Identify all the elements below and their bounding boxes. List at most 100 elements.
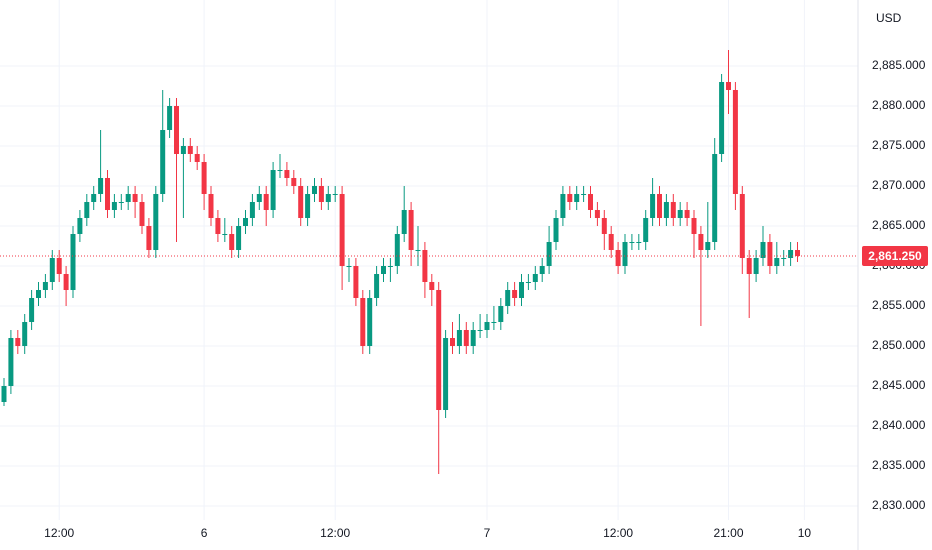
candle-body bbox=[705, 242, 711, 250]
x-tick-label: 7 bbox=[484, 526, 491, 540]
candle-body bbox=[312, 186, 317, 194]
candle-body bbox=[353, 266, 359, 298]
candle-body bbox=[415, 250, 421, 251]
currency-label: USD bbox=[876, 11, 902, 25]
candle-body bbox=[29, 298, 35, 322]
candle-body bbox=[657, 194, 662, 218]
y-tick-label: 2,870.000 bbox=[872, 178, 926, 192]
x-tick-label: 10 bbox=[798, 526, 812, 540]
candle-body bbox=[98, 178, 104, 194]
candle-body bbox=[387, 266, 393, 267]
candle-body bbox=[277, 170, 283, 171]
candle-body bbox=[291, 178, 297, 186]
candle-body bbox=[512, 290, 518, 298]
candle-body bbox=[553, 218, 559, 242]
x-tick-label: 12:00 bbox=[320, 526, 350, 540]
candle-body bbox=[284, 170, 290, 178]
candle-body bbox=[712, 154, 718, 242]
candle-body bbox=[574, 194, 580, 202]
candle-body bbox=[180, 146, 186, 154]
candle-body bbox=[160, 130, 166, 194]
candle-body bbox=[760, 242, 766, 258]
last-price-label: 2,861.250 bbox=[868, 249, 922, 263]
y-tick-label: 2,885.000 bbox=[872, 58, 926, 72]
candle-body bbox=[263, 194, 269, 210]
candles bbox=[0, 50, 858, 474]
candle-body bbox=[560, 194, 566, 218]
candle-body bbox=[22, 322, 28, 346]
y-tick-label: 2,845.000 bbox=[872, 378, 926, 392]
candle-body bbox=[422, 250, 428, 282]
candle-body bbox=[339, 194, 345, 266]
y-tick-label: 2,880.000 bbox=[872, 98, 926, 112]
candle-body bbox=[153, 194, 159, 250]
y-tick-label: 2,855.000 bbox=[872, 298, 926, 312]
axes: 2,830.000 2,835.000 2,840.000 2,845.000 2,85… bbox=[44, 58, 928, 540]
candle-body bbox=[208, 194, 214, 218]
candle-body bbox=[77, 218, 83, 234]
candle-body bbox=[229, 234, 235, 250]
candle-body bbox=[132, 194, 138, 202]
candle-body bbox=[70, 234, 76, 290]
y-tick-label: 2,875.000 bbox=[872, 138, 926, 152]
y-tick-label: 2,830.000 bbox=[872, 498, 926, 512]
candle-body bbox=[539, 266, 545, 274]
candle-body bbox=[118, 202, 124, 203]
candle-body bbox=[753, 258, 759, 274]
candle-body bbox=[594, 210, 600, 218]
candle-body bbox=[450, 338, 455, 346]
candle-body bbox=[201, 162, 207, 194]
candle-body bbox=[498, 306, 504, 322]
candle-body bbox=[622, 242, 628, 266]
candle-body bbox=[125, 194, 131, 202]
y-tick-label: 2,835.000 bbox=[872, 458, 926, 472]
candle-body bbox=[477, 330, 483, 331]
candle-body bbox=[56, 258, 62, 274]
candle-body bbox=[436, 290, 442, 410]
candle-body bbox=[146, 226, 152, 250]
candle-body bbox=[525, 282, 531, 283]
candle-body bbox=[663, 202, 669, 218]
candle-body bbox=[42, 282, 48, 290]
candle-body bbox=[781, 258, 787, 259]
candle-body bbox=[719, 82, 725, 154]
candle-body bbox=[601, 218, 607, 234]
candle-body bbox=[795, 250, 800, 256]
candle-body bbox=[608, 234, 614, 250]
candle-body bbox=[332, 194, 338, 195]
candle-body bbox=[470, 330, 476, 346]
candle-body bbox=[746, 258, 752, 274]
candle-body bbox=[194, 154, 200, 162]
candle-body bbox=[698, 234, 704, 250]
candle-body bbox=[505, 290, 511, 306]
candle-body bbox=[588, 194, 593, 210]
candle-body bbox=[1, 386, 7, 402]
candle-body bbox=[84, 202, 90, 218]
candle-body bbox=[394, 234, 400, 266]
candle-body bbox=[174, 106, 179, 154]
candle-body bbox=[167, 106, 173, 130]
candle-body bbox=[636, 242, 642, 243]
candle-body bbox=[463, 330, 469, 346]
y-tick-label: 2,850.000 bbox=[872, 338, 926, 352]
candle-body bbox=[788, 250, 794, 258]
candle-body bbox=[105, 178, 110, 210]
candle-body bbox=[139, 202, 145, 226]
candle-body bbox=[401, 210, 407, 234]
candle-body bbox=[381, 266, 386, 274]
candle-body bbox=[650, 194, 656, 218]
candle-body bbox=[215, 218, 221, 234]
candle-body bbox=[546, 242, 552, 266]
candle-body bbox=[408, 210, 414, 250]
candle-body bbox=[732, 90, 738, 194]
candle-body bbox=[8, 338, 14, 386]
x-tick-label: 21:00 bbox=[713, 526, 743, 540]
candle-body bbox=[532, 274, 538, 282]
candle-body bbox=[691, 218, 697, 234]
candle-body bbox=[305, 194, 311, 218]
candle-body bbox=[629, 242, 635, 243]
candle-body bbox=[325, 194, 331, 202]
candle-body bbox=[222, 234, 228, 235]
